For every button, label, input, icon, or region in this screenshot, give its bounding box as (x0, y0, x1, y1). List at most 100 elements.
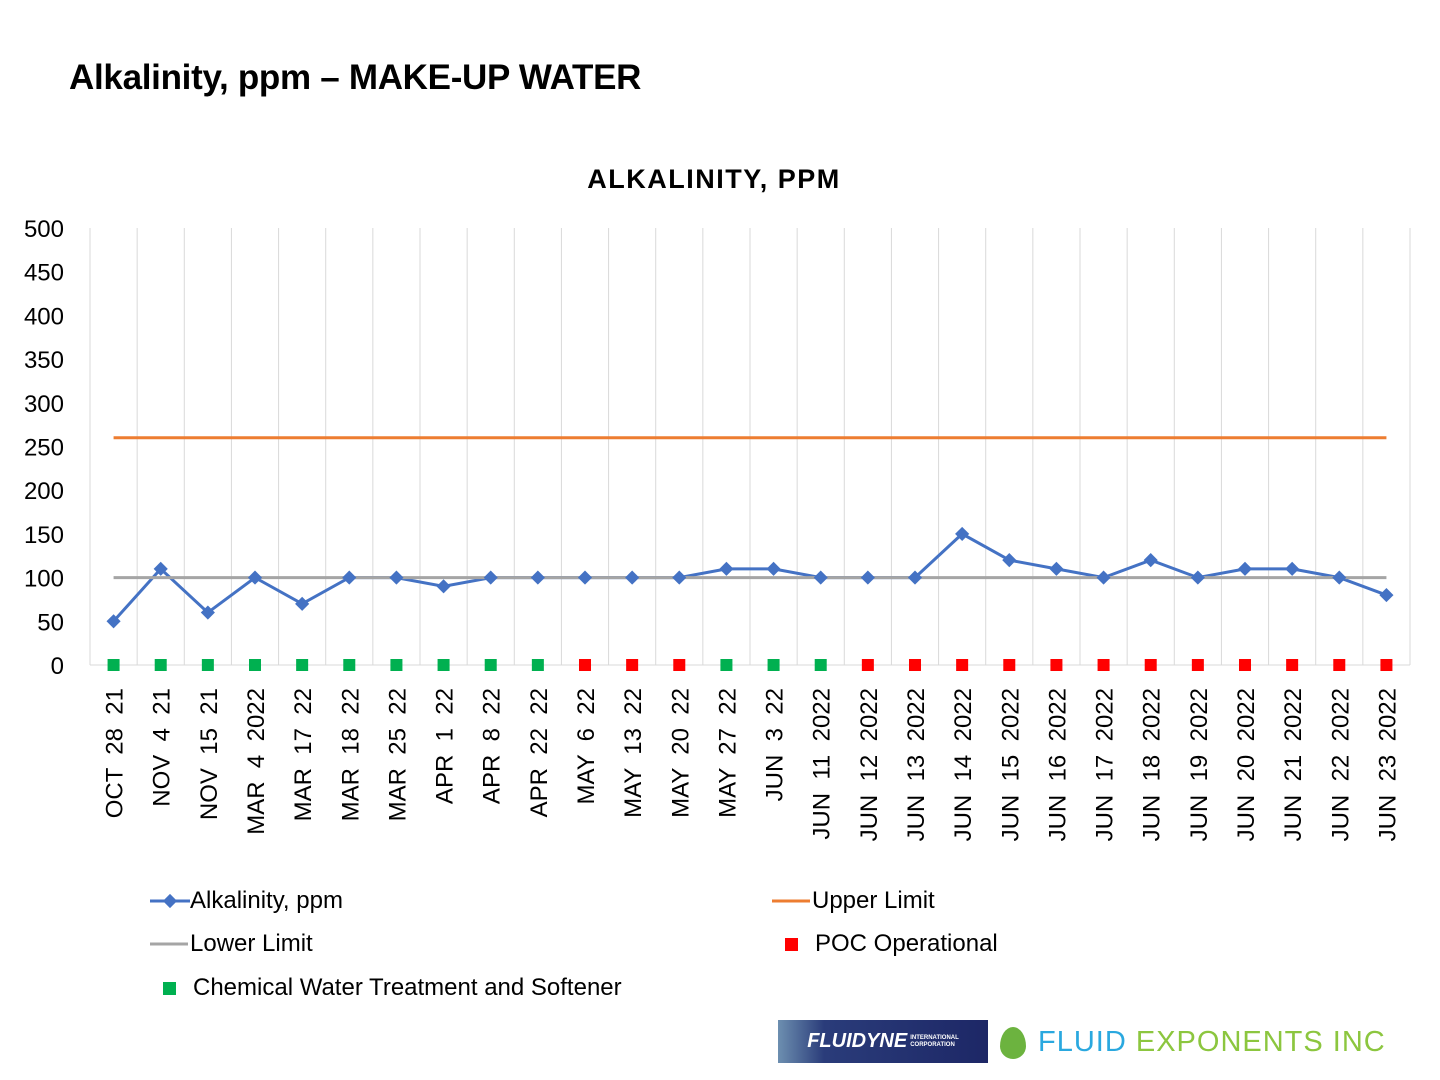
alkalinity-point (625, 570, 640, 585)
legend-label: Lower Limit (190, 930, 313, 957)
alkalinity-point (1049, 561, 1064, 576)
chemical-treatment-marker (343, 659, 356, 671)
x-tick-label: JUN 22 2022 (1327, 688, 1354, 841)
poc-operational-marker (1144, 659, 1157, 671)
x-tick-label: MAY 20 22 (667, 688, 694, 818)
x-tick-label: APR 8 22 (479, 688, 506, 804)
alkalinity-chart: ALKALINITY, PPM 0 50 100 150 200 250 300 350 400… (24, 164, 1411, 841)
alkalinity-point (1002, 553, 1017, 568)
poc-operational-marker (956, 659, 969, 671)
alkalinity-point (907, 570, 923, 585)
x-tick-label: MAR 17 22 (290, 688, 317, 821)
x-tick-label: JUN 3 22 (762, 688, 789, 801)
legend-alkalinity: Alkalinity, ppm (150, 887, 343, 915)
alkalinity-point (577, 570, 593, 585)
alkalinity-point (1237, 561, 1253, 576)
x-tick-label: APR 22 22 (526, 688, 553, 817)
poc-operational-marker (1380, 659, 1393, 671)
series-line-0 (112, 532, 1387, 623)
water-drop-icon (1000, 1026, 1026, 1059)
fluid-exponents-logo: FLUID EXPONENTS INC (1000, 1020, 1386, 1065)
logo-text-exponents: EXPONENTS INC (1126, 1026, 1386, 1058)
alkalinity-point (719, 561, 734, 576)
x-tick-label: OCT 28 21 (102, 688, 129, 818)
alkalinity-point (247, 570, 263, 585)
poc-operational-marker (1191, 659, 1204, 671)
x-tick-label: JUN 14 2022 (950, 688, 977, 841)
alkalinity-point (1190, 570, 1205, 585)
poc-operational-marker (1286, 659, 1299, 671)
alkalinity-point (1285, 561, 1300, 576)
y-tick-label: 0 (51, 653, 64, 680)
x-tick-label: JUN 13 2022 (903, 688, 930, 841)
poc-operational-marker (626, 659, 639, 671)
x-tick-label: MAY 13 22 (620, 688, 647, 818)
poc-operational-marker (861, 659, 874, 671)
chemical-treatment-marker (484, 659, 497, 671)
chemical-treatment-marker (249, 659, 261, 671)
x-tick-label: MAY 27 22 (714, 688, 741, 818)
alkalinity-point (1096, 570, 1111, 585)
legend-lower-limit: Lower Limit (150, 930, 313, 958)
alkalinity-point (153, 561, 168, 576)
chemical-treatment-marker (154, 659, 167, 671)
fluidyne-logo: FLUIDYNE INTERNATIONAL CORPORATION (778, 1020, 988, 1063)
x-tick-label: JUN 16 2022 (1044, 688, 1071, 841)
alkalinity-point (295, 596, 310, 611)
x-tick-label: JUN 15 2022 (997, 688, 1024, 841)
x-tick-label: JUN 12 2022 (856, 688, 883, 841)
chart-title: ALKALINITY, PPM (587, 164, 841, 194)
logo-text-fluid: FLUID (1038, 1026, 1127, 1058)
y-tick-label: 250 (24, 435, 64, 462)
x-tick-label: JUN 23 2022 (1374, 688, 1401, 841)
chemical-treatment-marker (814, 659, 827, 671)
x-tick-label: JUN 19 2022 (1186, 688, 1213, 841)
alkalinity-point (860, 570, 875, 585)
chemical-treatment-marker (107, 659, 120, 671)
alkalinity-point (389, 570, 404, 585)
y-tick-label: 100 (24, 566, 64, 593)
alkalinity-point (955, 526, 970, 541)
x-tick-label: MAR 18 22 (337, 688, 364, 821)
y-tick-label: 350 (24, 347, 64, 374)
page-title: Alkalinity, ppm – MAKE-UP WATER (69, 58, 642, 97)
x-tick-label: JUN 20 2022 (1233, 688, 1260, 841)
y-tick-label: 500 (24, 216, 64, 243)
alkalinity-point (766, 561, 781, 576)
alkalinity-point (672, 570, 687, 585)
alkalinity-point (200, 605, 215, 620)
x-tick-label: JUN 18 2022 (1139, 688, 1166, 841)
alkalinity-point (813, 570, 828, 585)
x-tick-label: MAY 6 22 (573, 688, 600, 805)
poc-operational-marker (579, 659, 591, 671)
legend-poc-operational: POC Operational (772, 930, 998, 958)
chemical-treatment-marker (720, 659, 733, 671)
alkalinity-point (483, 570, 498, 585)
legend-label: Upper Limit (812, 887, 935, 914)
y-tick-label: 300 (24, 391, 64, 418)
alkalinity-point (1143, 553, 1158, 568)
y-tick-label: 200 (24, 478, 64, 505)
x-tick-label: NOV 15 21 (196, 688, 223, 820)
alkalinity-point (342, 570, 357, 585)
y-tick-label: 50 (37, 609, 64, 636)
legend-upper-limit: Upper Limit (772, 887, 935, 915)
alkalinity-point (1379, 588, 1394, 603)
chemical-treatment-marker (390, 659, 403, 671)
x-tick-label: MAR 4 2022 (243, 688, 270, 835)
poc-operational-marker (909, 659, 921, 671)
x-tick-label: JUN 11 2022 (809, 688, 836, 840)
poc-operational-marker (1097, 659, 1110, 671)
alkalinity-point (436, 579, 451, 594)
x-tick-label: MAR 25 22 (384, 688, 411, 821)
poc-operational-marker (1333, 659, 1346, 671)
chemical-treatment-marker (201, 659, 214, 671)
chemical-treatment-marker (437, 659, 450, 671)
chemical-treatment-marker (767, 659, 780, 671)
y-tick-label: 450 (24, 260, 64, 287)
legend-label: Alkalinity, ppm (190, 887, 343, 914)
alkalinity-point (106, 614, 121, 629)
chemical-treatment-marker (296, 659, 309, 671)
x-tick-label: APR 1 22 (432, 688, 459, 804)
chemical-treatment-marker (531, 659, 544, 671)
